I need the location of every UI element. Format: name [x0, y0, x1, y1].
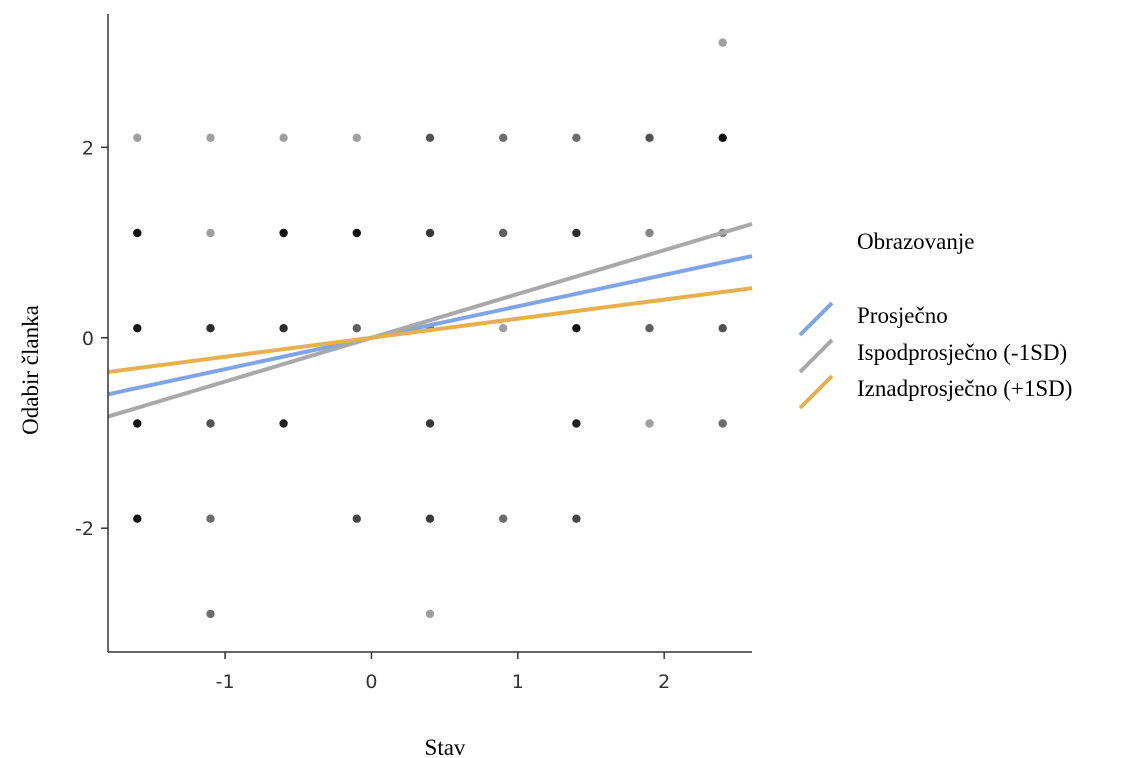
data-point-35	[718, 419, 727, 428]
data-point-27	[645, 324, 654, 333]
data-point-9	[718, 133, 727, 142]
legend-label-2: Ispodprosječno (-1SD)	[857, 340, 1067, 365]
y-tick-label-1: -2	[75, 518, 94, 540]
regression-lines	[107, 221, 753, 419]
legend-title: Obrazovanje	[857, 229, 975, 254]
data-point-20	[133, 324, 142, 333]
x-axis-title: Stav	[425, 735, 466, 758]
data-point-13	[279, 228, 288, 238]
x-tick-label-4: 2	[658, 671, 670, 693]
data-point-17	[572, 228, 581, 238]
data-point-11	[133, 228, 142, 238]
data-point-34	[645, 419, 654, 428]
data-point-39	[425, 514, 435, 523]
data-point-7	[572, 133, 581, 142]
data-point-3	[279, 133, 288, 142]
data-point-29	[133, 419, 142, 428]
legend: Obrazovanje Prosječno Ispodprosječno (-1S…	[798, 229, 1072, 410]
data-point-31	[279, 419, 288, 428]
data-point-37	[206, 514, 215, 523]
data-point-42	[206, 609, 215, 619]
data-point-36	[133, 514, 142, 523]
data-point-43	[425, 609, 435, 619]
data-point-12	[206, 228, 215, 238]
y-tick-label-2: 0	[82, 328, 94, 350]
y-axis-title: Odabir članka	[18, 305, 43, 435]
x-tick-label-3: 1	[512, 671, 524, 693]
data-point-33	[572, 419, 581, 428]
legend-label-1: Prosječno	[857, 303, 948, 328]
legend-key-1	[798, 301, 834, 337]
data-point-38	[352, 514, 361, 523]
x-tick-label-2: 0	[365, 671, 377, 693]
data-point-10	[718, 38, 727, 47]
data-point-15	[425, 228, 435, 238]
data-point-4	[352, 133, 361, 142]
y-axis-ticks: -2 0 2	[75, 137, 108, 540]
data-point-40	[499, 514, 508, 523]
x-axis-ticks: -1 0 1 2	[216, 652, 670, 693]
data-point-18	[645, 228, 654, 238]
data-point-30	[206, 419, 215, 428]
data-point-14	[352, 228, 361, 238]
y-tick-label-3: 2	[82, 137, 94, 159]
data-point-32	[425, 419, 435, 428]
legend-key-3	[798, 374, 834, 410]
legend-key-2	[798, 338, 834, 374]
x-tick-label-1: -1	[216, 671, 235, 693]
data-point-5	[425, 133, 435, 142]
data-point-41	[572, 514, 581, 523]
series-line-3	[107, 286, 753, 374]
data-point-8	[645, 133, 654, 142]
series-line-1	[107, 254, 753, 397]
data-point-1	[133, 133, 142, 142]
data-point-16	[499, 228, 508, 238]
data-point-23	[352, 324, 361, 333]
data-point-25	[499, 324, 508, 333]
data-point-21	[206, 324, 215, 333]
data-point-28	[718, 324, 727, 333]
series-line-2	[107, 221, 753, 419]
data-point-22	[279, 324, 288, 333]
data-point-2	[206, 133, 215, 142]
data-point-6	[499, 133, 508, 142]
data-point-26	[572, 324, 581, 333]
legend-label-3: Iznadprosječno (+1SD)	[857, 376, 1072, 401]
